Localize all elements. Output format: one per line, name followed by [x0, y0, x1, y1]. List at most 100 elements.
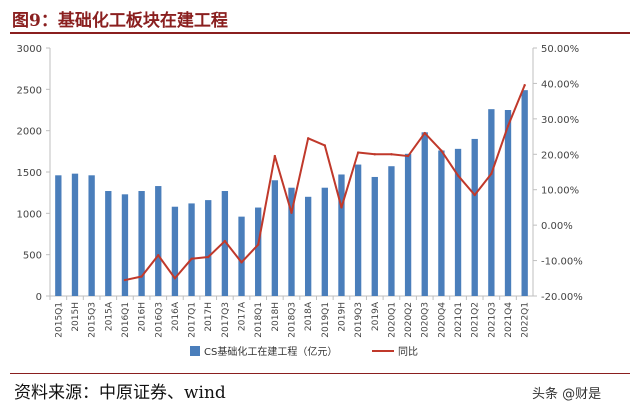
- yoy-point: [223, 239, 227, 243]
- yoy-point: [240, 261, 243, 264]
- footer-divider: [10, 373, 630, 374]
- x-tick-label: 2015Q1: [54, 302, 64, 338]
- bar: [404, 153, 412, 296]
- yoy-point: [456, 174, 460, 177]
- y-left-tick-label: 3000: [17, 44, 42, 55]
- x-tick-label: 2021Q1: [454, 302, 464, 338]
- x-tick-label: 2021Q4: [504, 302, 514, 338]
- bar: [388, 166, 395, 296]
- bar: [471, 138, 478, 296]
- x-tick-label: 2015A: [104, 301, 114, 331]
- yoy-point: [273, 154, 277, 158]
- legend: CS基础化工在建工程（亿元） 同比: [190, 345, 418, 358]
- chart: 0 500 1000 1500 2000 2500 3000 -20.00% -10.00% 0.…: [17, 44, 583, 358]
- yoy-point: [473, 193, 476, 197]
- yoy-point: [356, 151, 360, 154]
- bar: [138, 191, 145, 296]
- bar: [205, 200, 212, 296]
- y-right-tick-label: -10.00%: [541, 257, 583, 268]
- bar: [338, 174, 345, 296]
- y-left-tick-label: 500: [23, 251, 42, 262]
- bar: [105, 191, 112, 296]
- legend-bar-label: CS基础化工在建工程（亿元）: [204, 345, 337, 358]
- yoy-point: [406, 154, 410, 158]
- y-right-tick-label: -20.00%: [541, 292, 583, 303]
- x-tick-label: 2020Q2: [404, 302, 414, 338]
- y-left-tick-label: 1500: [17, 168, 42, 179]
- bar: [521, 90, 528, 296]
- yoy-point: [523, 84, 526, 87]
- yoy-point: [340, 206, 343, 209]
- yoy-point: [490, 172, 493, 175]
- bar-series: [55, 90, 528, 296]
- x-tick-label: 2020Q4: [437, 302, 447, 338]
- x-tick-label: 2015Q3: [88, 302, 98, 338]
- x-tick-label: 2018Q1: [254, 302, 264, 338]
- x-tick-label: 2021Q3: [487, 302, 497, 338]
- bar: [371, 176, 378, 296]
- watermark: 头条 @财是: [532, 387, 602, 402]
- x-tick-label: 2020Q3: [421, 302, 431, 338]
- yoy-point: [173, 277, 177, 280]
- x-tick-label: 2017H: [204, 302, 214, 332]
- bar: [188, 203, 195, 296]
- x-tick-label: 2016H: [138, 302, 148, 332]
- y-left-tick-label: 0: [36, 292, 42, 303]
- x-tick-label: 2019Q1: [321, 302, 331, 338]
- title-bar: 图9：基础化工板块在建工程: [10, 4, 630, 34]
- yoy-point: [506, 124, 510, 128]
- x-tick-label: 2020Q1: [387, 302, 397, 338]
- x-tick-label: 2017Q3: [221, 302, 231, 338]
- yoy-point: [390, 153, 393, 156]
- bar: [121, 194, 129, 296]
- x-tick-label: 2015H: [71, 302, 81, 332]
- line-series: [123, 84, 526, 282]
- yoy-point: [290, 211, 293, 214]
- x-tick-label: 2017A: [238, 301, 248, 331]
- bar: [155, 186, 162, 296]
- x-tick-label: 2016Q1: [121, 302, 131, 338]
- y-right-tick-label: 50.00%: [541, 44, 579, 55]
- x-tick-label: 2018Q3: [288, 302, 298, 338]
- y-right-tick-label: 40.00%: [541, 79, 579, 90]
- x-tick-label: 2022Q1: [521, 302, 531, 338]
- source-note: 资料来源：中原证券、wind: [14, 383, 226, 403]
- bar: [71, 173, 79, 296]
- bar: [321, 187, 328, 296]
- bar: [255, 207, 262, 296]
- x-tick-label: 2021Q2: [471, 302, 481, 338]
- bar: [221, 191, 229, 296]
- bar: [354, 164, 362, 296]
- y-right-tick-label: 30.00%: [541, 115, 579, 126]
- bar: [88, 175, 95, 296]
- x-tick-label: 2018H: [271, 302, 281, 332]
- yoy-point: [157, 254, 160, 257]
- x-tick-label: 2018A: [304, 301, 314, 331]
- axes: 0 500 1000 1500 2000 2500 3000 -20.00% -10.00% 0.…: [17, 44, 583, 338]
- yoy-point: [440, 149, 443, 152]
- yoy-point: [190, 257, 193, 260]
- y-right-tick-label: 0.00%: [541, 221, 573, 232]
- yoy-point: [207, 255, 210, 259]
- bar: [288, 187, 295, 296]
- x-tick-label: 2019A: [371, 301, 381, 331]
- y-right-tick-label: 20.00%: [541, 150, 579, 161]
- yoy-point: [256, 243, 260, 246]
- y-left-tick-label: 1000: [17, 209, 42, 220]
- yoy-point: [323, 144, 327, 147]
- bar: [55, 175, 62, 296]
- yoy-point: [123, 278, 127, 282]
- bar: [271, 180, 279, 296]
- x-tick-label: 2019Q3: [354, 302, 364, 338]
- bar: [438, 150, 445, 296]
- yoy-point: [306, 137, 310, 140]
- figure-title: 图9：基础化工板块在建工程: [12, 11, 228, 31]
- x-tick-label: 2016Q3: [154, 302, 164, 338]
- bar: [504, 110, 512, 296]
- bar: [421, 132, 428, 296]
- x-tick-label: 2019H: [337, 302, 347, 332]
- y-right-tick-label: 10.00%: [541, 186, 579, 197]
- bar: [454, 148, 462, 296]
- bar: [238, 216, 245, 296]
- bar: [304, 196, 312, 296]
